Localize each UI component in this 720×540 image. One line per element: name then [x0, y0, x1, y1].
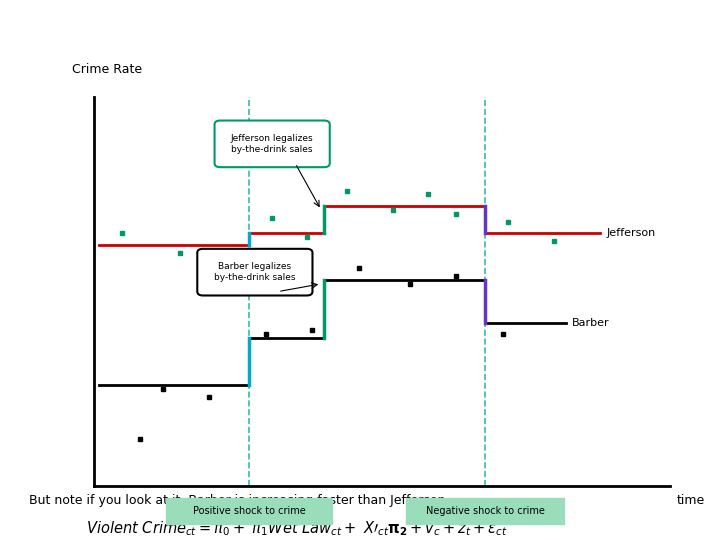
- FancyBboxPatch shape: [215, 120, 330, 167]
- Text: $\mathit{Violent\ Crime}_{ct}= \pi_0+\ \pi_1\mathit{Wet\ Law}_{ct}+\ \mathit{X\p: $\mathit{Violent\ Crime}_{ct}= \pi_0+\ \…: [86, 519, 508, 538]
- Text: Crime Rate: Crime Rate: [72, 63, 142, 76]
- Text: Jefferson legalizes
by-the-drink sales: Jefferson legalizes by-the-drink sales: [231, 134, 313, 153]
- FancyBboxPatch shape: [197, 249, 312, 295]
- Text: Barber: Barber: [572, 318, 609, 328]
- Text: Barber legalizes
by-the-drink sales: Barber legalizes by-the-drink sales: [214, 262, 296, 282]
- Text: But note if you look at it, Barber is increasing faster than Jefferson:: But note if you look at it, Barber is in…: [29, 494, 449, 507]
- Text: Negative shock to crime: Negative shock to crime: [426, 506, 545, 516]
- Text: Jefferson: Jefferson: [606, 228, 655, 238]
- Text: Positive shock to crime: Positive shock to crime: [193, 506, 305, 516]
- Text: time: time: [677, 494, 705, 507]
